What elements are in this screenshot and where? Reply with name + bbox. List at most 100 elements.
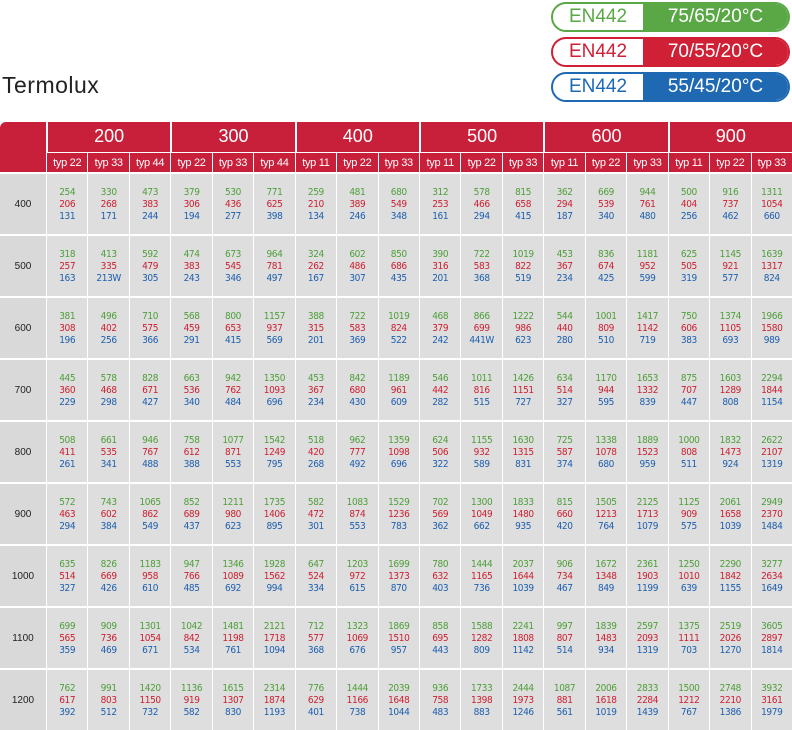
cell-value: 453 (307, 373, 324, 384)
cell: 722 583 369 (336, 296, 378, 358)
cell-value: 2519 (719, 621, 742, 632)
cell-value: 348 (390, 211, 407, 222)
cell-value: 1077 (222, 435, 244, 446)
cell-value: 243 (183, 273, 200, 284)
cell: 468 379 242 (419, 296, 461, 358)
cell-value: 1049 (471, 509, 493, 520)
cell-value: 849 (598, 583, 614, 594)
cell-value: 171 (100, 211, 117, 222)
cell-value: 858 (432, 621, 449, 632)
cell-value: 703 (680, 645, 697, 656)
cell: 858 695 443 (419, 606, 461, 668)
type-header: typ 22 (336, 152, 378, 172)
cell: 1346 1089 692 (211, 544, 254, 606)
cell-value: 1039 (512, 583, 534, 594)
cell-value: 256 (680, 211, 697, 222)
cell-value: 944 (639, 187, 656, 198)
cell: 750 606 383 (667, 296, 710, 358)
cell-value: 1145 (719, 249, 742, 260)
cell-value: 257 (59, 261, 76, 272)
cell: 2361 1903 1199 (626, 544, 668, 606)
cell-value: 952 (639, 261, 656, 272)
cell-value: 379 (183, 187, 200, 198)
cell-value: 964 (266, 249, 283, 260)
cell: 2006 1618 1019 (584, 668, 627, 730)
cell-value: 369 (349, 335, 366, 346)
cell-value: 822 (515, 261, 532, 272)
cell-value: 402 (100, 323, 117, 334)
cell: 2121 1718 1094 (253, 606, 295, 668)
cell-value: 1375 (678, 621, 700, 632)
cell-value: 625 (680, 249, 697, 260)
cell-value: 944 (598, 385, 614, 396)
cell: 2241 1808 1142 (501, 606, 544, 668)
cell-value: 3932 (761, 683, 783, 694)
cell-value: 294 (556, 199, 573, 210)
cell-value: 415 (225, 335, 241, 346)
cell-value: 727 (515, 397, 532, 408)
legend-temps: 75/65/20°C (643, 4, 788, 30)
cell-value: 131 (59, 211, 76, 222)
title: Termolux (2, 72, 100, 98)
cell-value: 1093 (263, 385, 286, 396)
cell-value: 736 (473, 583, 490, 594)
cell-value: 404 (680, 199, 697, 210)
cell-value: 1157 (263, 311, 286, 322)
cell-value: 1630 (512, 435, 534, 446)
cell: 578 466 294 (460, 172, 502, 234)
cell-value: 187 (556, 211, 573, 222)
cell-value: 962 (349, 435, 366, 446)
cell: 1420 1150 732 (128, 668, 171, 730)
cell-value: 515 (473, 397, 490, 408)
cell-value: 615 (349, 583, 366, 594)
cell-value: 384 (100, 521, 117, 532)
cell-value: 1928 (263, 559, 286, 570)
cell-value: 1874 (263, 695, 286, 706)
cell-value: 291 (183, 335, 200, 346)
legend-standard: EN442 (568, 6, 628, 27)
type-header: typ 22 (709, 152, 751, 172)
cell: 2125 1713 1079 (626, 482, 668, 544)
cell-value: 1323 (346, 621, 369, 632)
cell-value: 261 (59, 459, 76, 470)
cell-value: 368 (307, 645, 324, 656)
cell-value: 1289 (719, 385, 742, 396)
cell: 909 736 469 (87, 606, 129, 668)
cell: 1639 1317 824 (750, 234, 792, 296)
cell-value: 994 (266, 583, 283, 594)
cell-value: 1039 (719, 521, 742, 532)
cell: 947 766 485 (170, 544, 212, 606)
cell-value: 167 (307, 273, 324, 284)
cell: 544 440 280 (543, 296, 585, 358)
cell: 1699 1373 870 (377, 544, 419, 606)
cell-value: 946 (142, 435, 159, 446)
cell: 673 545 346 (211, 234, 254, 296)
cell-value: 1889 (636, 435, 659, 446)
cell-value: 919 (183, 695, 200, 706)
cell-value: 2093 (636, 633, 659, 644)
cell-value: 500 (680, 187, 697, 198)
cell: 680 549 348 (377, 172, 419, 234)
cell-value: 1615 (222, 683, 244, 694)
cell-value: 719 (639, 335, 656, 346)
cell-value: 1170 (595, 373, 617, 384)
cell-value: 623 (225, 521, 241, 532)
cell: 663 536 340 (170, 358, 212, 420)
cell-value: 479 (142, 261, 159, 272)
cell-value: 545 (225, 261, 241, 272)
cell-value: 1136 (180, 683, 203, 694)
cell: 758 612 388 (170, 420, 212, 482)
cell-value: 1150 (139, 695, 161, 706)
cell-value: 2622 (761, 435, 783, 446)
cell-value: 360 (59, 385, 76, 396)
cell-value: 518 (307, 435, 324, 446)
cell-value: 1653 (636, 373, 659, 384)
cell-value: 256 (100, 335, 117, 346)
cell: 1889 1523 959 (626, 420, 668, 482)
cell: 2061 1658 1039 (709, 482, 751, 544)
cell: 1019 824 522 (377, 296, 419, 358)
cell-value: 3277 (761, 559, 783, 570)
cell: 254 206 131 (46, 172, 88, 234)
cell-value: 553 (349, 521, 366, 532)
cell-value: 259 (307, 187, 324, 198)
